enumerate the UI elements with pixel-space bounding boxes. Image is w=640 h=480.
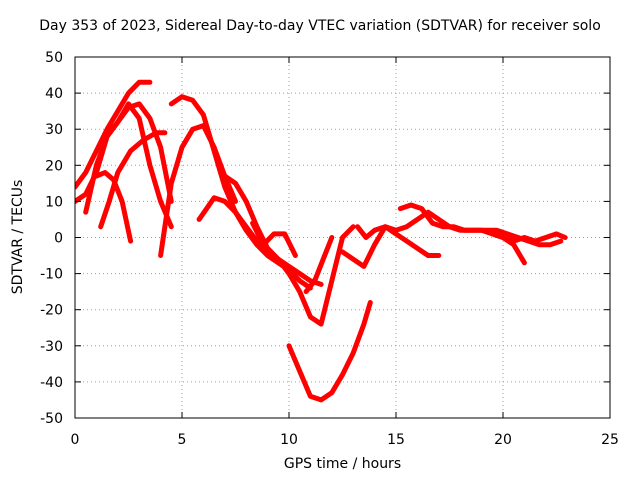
y-axis-label: SDTVAR / TECUs [10,179,26,295]
y-tick-label: -30 [40,339,63,355]
series-line-sat-j [250,220,298,258]
series-line-sat-p [489,231,568,244]
x-tick-label: 10 [280,432,298,448]
y-tick-label: 20 [45,158,63,174]
y-tick-label: 10 [45,194,63,210]
y-tick-label: -40 [40,375,63,391]
x-tick-label: 15 [387,432,405,448]
x-tick-label: 25 [601,432,619,448]
y-tick-label: 40 [45,86,63,102]
series-layer [75,79,568,403]
series-line-sat-f [158,123,238,258]
x-tick-label: 0 [71,432,80,448]
y-tick-label: 0 [54,231,63,247]
series-line-sat-c [83,101,174,215]
series-line-sat-l [303,235,335,295]
y-tick-label: -50 [40,411,63,427]
series-line-sat-e [98,130,168,230]
y-tick-label: 50 [45,50,63,66]
series-line-sat-i [222,173,356,327]
axis-ticks: 0 5 10 15 20 25 -50 -40 -30 -20 -10 0 10 20 30 40 50 [40,50,619,448]
y-tick-label: -10 [40,267,63,283]
series-line-sat-n [340,224,442,269]
x-tick-label: 5 [178,432,187,448]
series-line-sat-k [286,300,373,403]
y-tick-label: -20 [40,303,63,319]
y-tick-label: 30 [45,122,63,138]
chart-title: Day 353 of 2023, Sidereal Day-to-day VTE… [39,18,601,34]
series-line-sat-a [75,79,153,190]
x-axis-label: GPS time / hours [283,456,402,472]
x-tick-label: 20 [494,432,512,448]
